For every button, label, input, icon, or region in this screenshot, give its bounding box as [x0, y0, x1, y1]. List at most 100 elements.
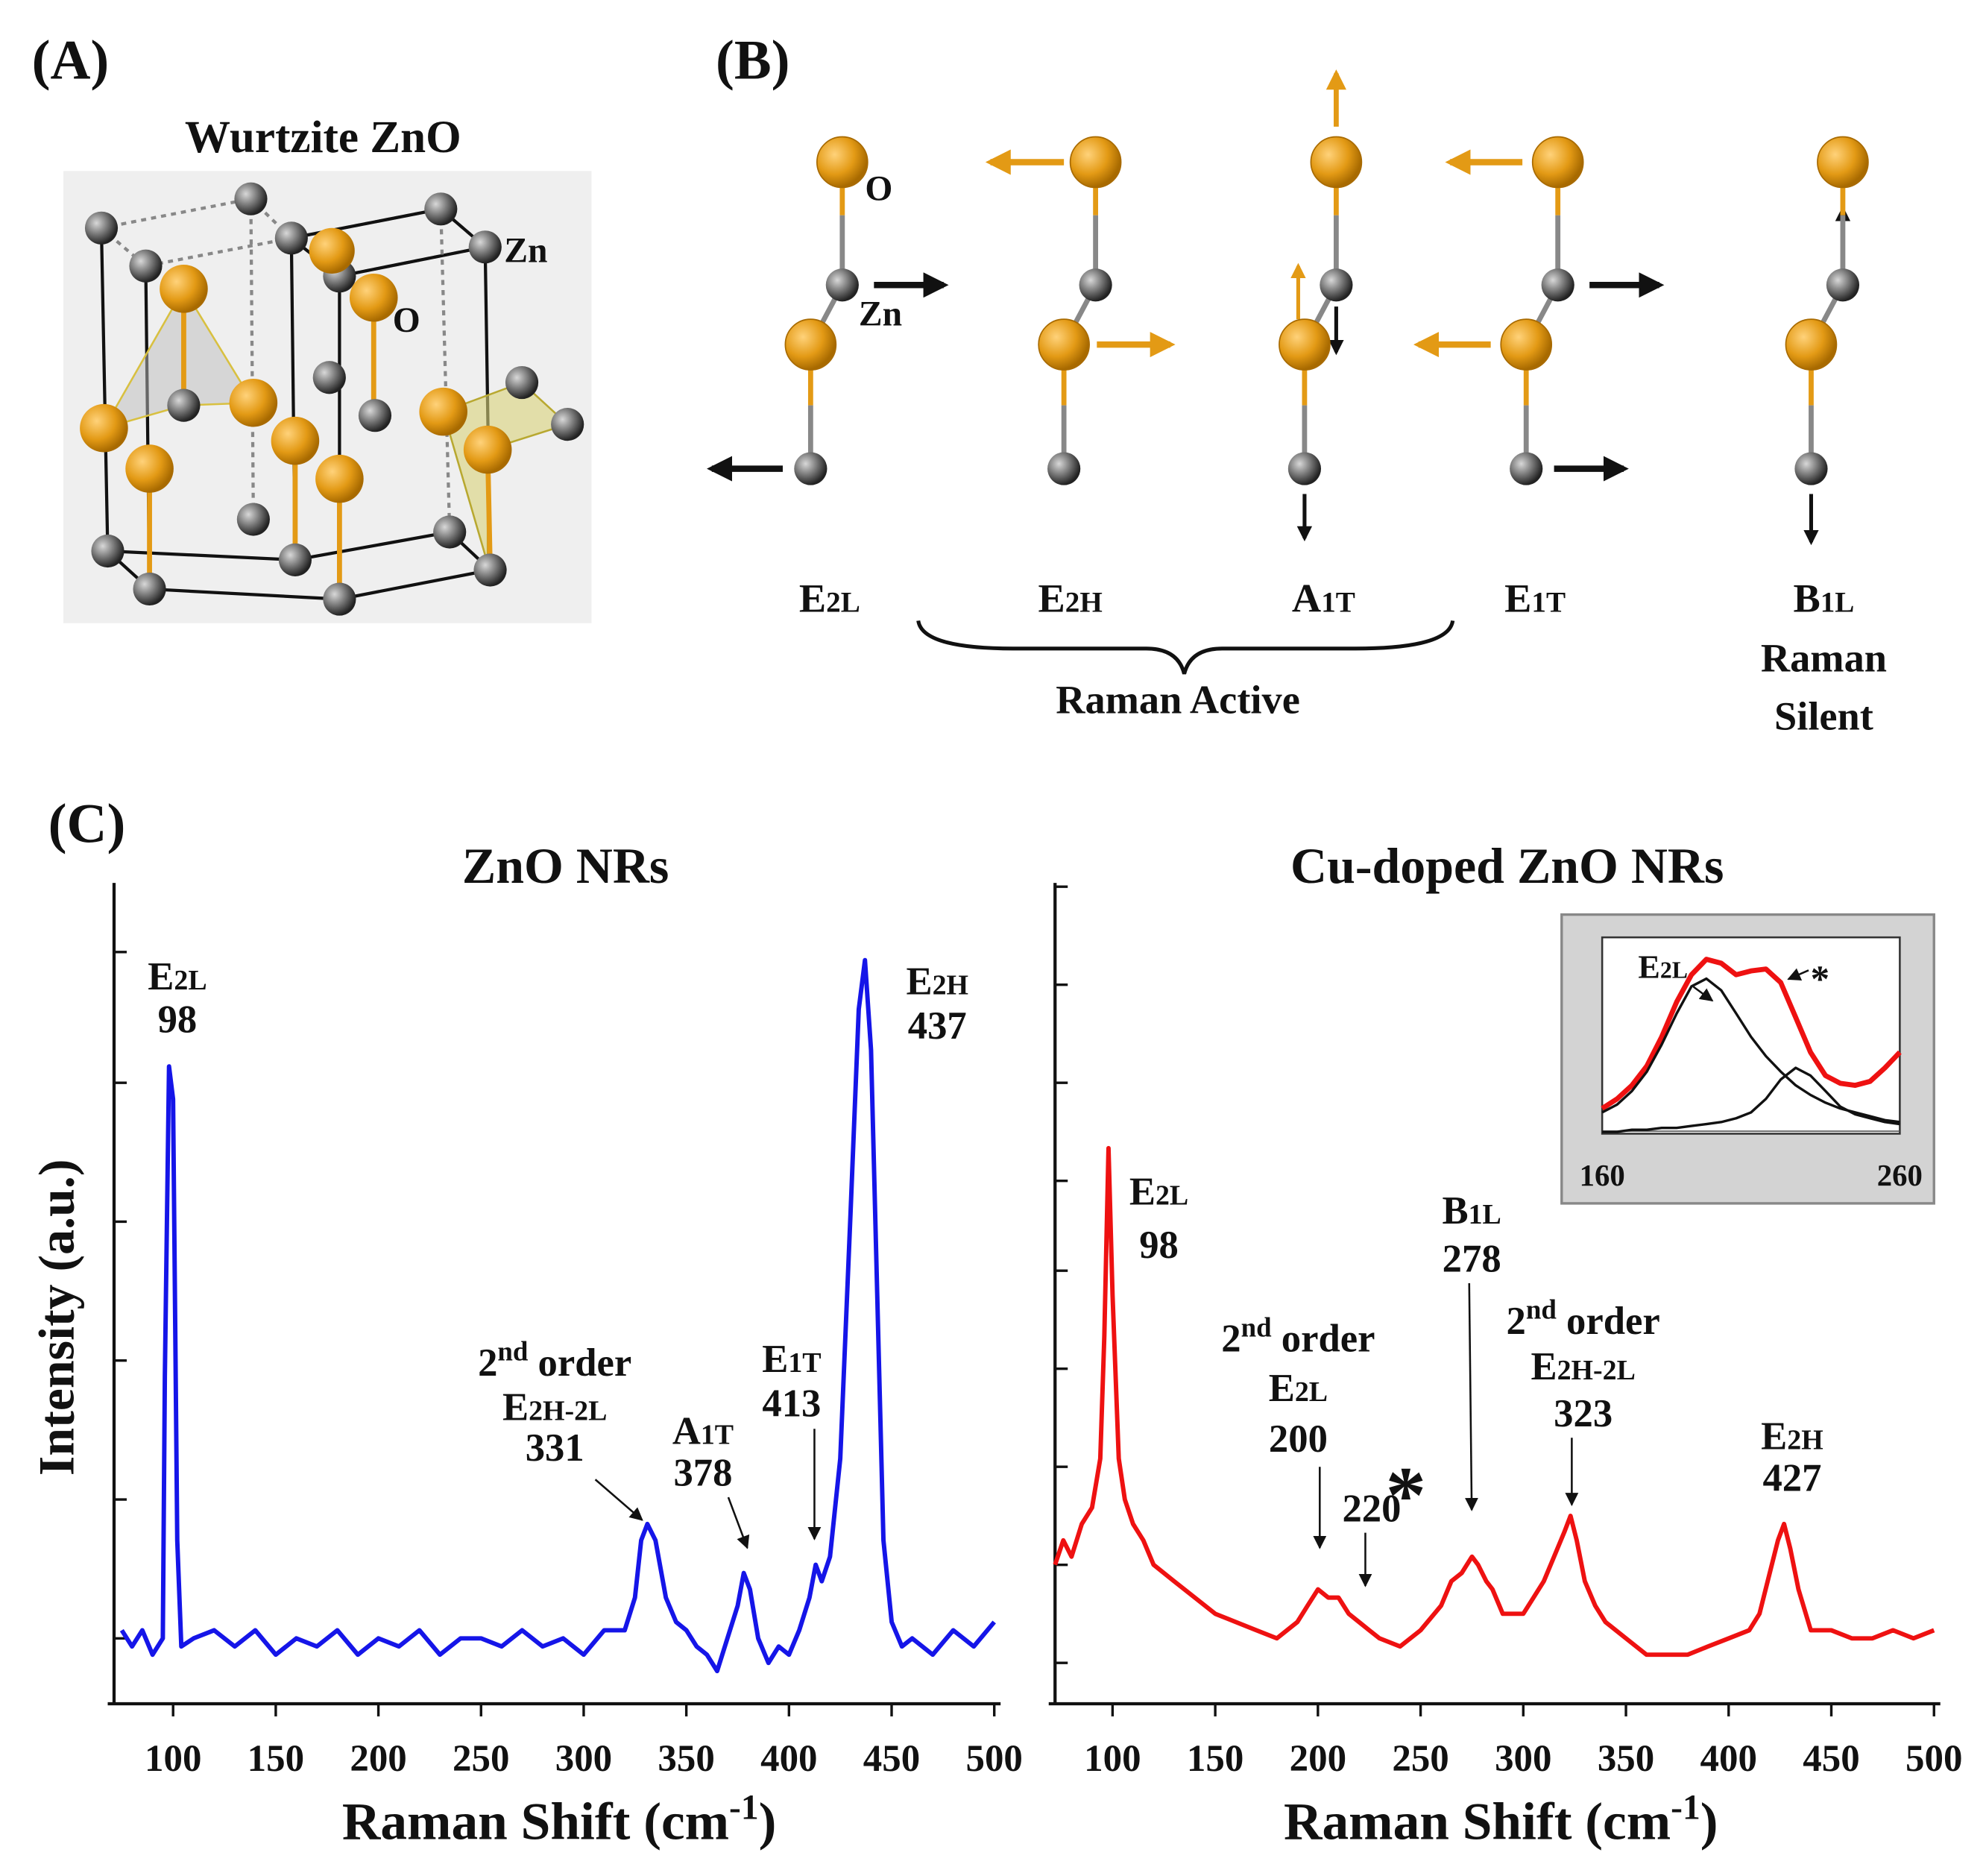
zinc-atom	[1079, 268, 1112, 302]
annotation-prefix: 2	[1221, 1318, 1241, 1361]
annotation-arrow	[594, 1479, 643, 1521]
mode-label: E2L	[148, 955, 207, 998]
mode-sub: 1L	[1469, 1199, 1501, 1230]
mode-sub: 1T	[788, 1347, 821, 1379]
mode-letter: B	[1793, 576, 1820, 621]
annotation-arrow	[1692, 986, 1714, 1002]
x-tick-label: 100	[1084, 1738, 1141, 1780]
oxygen-atom	[1817, 136, 1869, 189]
zinc-atom	[1826, 268, 1860, 302]
annotation-sup: nd	[1241, 1312, 1272, 1342]
annotation-word: order	[1272, 1318, 1375, 1361]
oxygen-atom	[1279, 318, 1331, 371]
annotation-value: 98	[1139, 1224, 1179, 1267]
x-tick-label: 250	[453, 1738, 509, 1780]
x-tick-label: 400	[760, 1738, 817, 1780]
atom-label: Zn	[504, 232, 547, 271]
mode-sub: 2L	[174, 965, 207, 996]
x-tick-label: 100	[145, 1738, 201, 1780]
x-tick-label: 350	[658, 1738, 714, 1780]
oxygen-atom	[1785, 318, 1838, 371]
x-tick-label: 200	[1290, 1738, 1346, 1780]
panel-label: (C)	[48, 793, 126, 855]
mode-label: E2L	[1638, 949, 1688, 986]
vibration-arrows	[707, 69, 1851, 546]
zinc-atom	[1047, 452, 1081, 485]
annotation-word: order	[528, 1341, 631, 1385]
annotation-arrow	[1787, 968, 1809, 981]
oxygen-atom	[816, 136, 869, 189]
mode-label: E1T	[1504, 576, 1566, 621]
x-label-sup: -1	[1671, 1789, 1700, 1828]
x-tick-label: 300	[555, 1738, 612, 1780]
x-tick-label: 350	[1598, 1738, 1654, 1780]
x-tick-label: 260	[1877, 1159, 1923, 1192]
panel-title: Wurtzite ZnO	[185, 113, 461, 163]
mode-sub: 2H-2L	[529, 1395, 607, 1426]
panel-label: (B)	[716, 29, 790, 91]
oxygen-atom	[1038, 318, 1090, 371]
annotation-value: 200	[1269, 1417, 1328, 1461]
y-axis-label: Intensity (a.u.)	[28, 1159, 85, 1476]
mode-label: E2L	[1269, 1367, 1328, 1410]
mode-label: E2H	[1038, 576, 1102, 621]
mode-label: A1T	[1292, 576, 1355, 621]
mode-sub: 2H-2L	[1557, 1355, 1636, 1386]
chart-title: ZnO NRs	[462, 837, 669, 894]
mode-letter: E	[1269, 1367, 1295, 1410]
annotation-arrow	[727, 1496, 750, 1549]
mode-sub: 2L	[1156, 1180, 1188, 1212]
zinc-atom	[1541, 268, 1574, 302]
annotation-prefix: 2	[1507, 1300, 1526, 1343]
annotation-value: 220	[1342, 1487, 1401, 1530]
mode-letter: E	[1531, 1345, 1557, 1388]
annotation-value: 427	[1762, 1457, 1821, 1500]
x-tick-label: 300	[1495, 1738, 1551, 1780]
mode-letter: E	[502, 1385, 529, 1429]
mode-sub: 2L	[826, 587, 860, 619]
x-tick-label: 200	[350, 1738, 406, 1780]
x-axis-label: Raman Shift (cm-1)	[1284, 1789, 1718, 1851]
crystal-structure	[98, 197, 570, 601]
mode-label: B1L	[1793, 576, 1854, 621]
x-label-text: Raman Shift (cm	[1284, 1792, 1671, 1851]
annotation-arrow	[1465, 1282, 1478, 1511]
zinc-atom	[1794, 452, 1828, 485]
oxygen-atom	[1069, 136, 1122, 189]
mode-sub: 1T	[701, 1420, 734, 1451]
mode-sub: 1L	[1820, 587, 1855, 619]
mode-sub: 1T	[1321, 587, 1355, 619]
annotation-value: 331	[526, 1426, 584, 1470]
annotation-prefix: 2	[478, 1341, 497, 1385]
mode-letter: A	[1292, 576, 1321, 621]
mode-sub: 2H	[1065, 587, 1103, 619]
zinc-atom	[1320, 268, 1353, 302]
zinc-atom	[825, 268, 859, 302]
annotation-value: 437	[908, 1004, 967, 1048]
x-tick-label: 400	[1700, 1738, 1757, 1780]
annotation-sup: nd	[497, 1336, 528, 1367]
annotation-value: 323	[1554, 1392, 1613, 1435]
annotation-sup: nd	[1526, 1294, 1557, 1325]
mode-label: E1T	[762, 1338, 821, 1381]
x-tick-label: 150	[1187, 1738, 1243, 1780]
annotation-star: *	[1811, 959, 1829, 1001]
panel-label: (A)	[32, 29, 110, 91]
mode-sub: 2H	[1787, 1424, 1823, 1455]
x-tick-label: 450	[1803, 1738, 1859, 1780]
mode-letter: E	[906, 960, 932, 1004]
spectrum-line	[1053, 1145, 1935, 1658]
x-tick-label: 450	[863, 1738, 920, 1780]
mode-label: B1L	[1442, 1189, 1501, 1233]
mode-letter: B	[1442, 1189, 1468, 1233]
mode-sub: 2L	[1295, 1376, 1328, 1408]
group-label: Raman	[1761, 635, 1887, 680]
mode-letter: A	[672, 1410, 701, 1453]
spectrum-line	[1602, 1066, 1900, 1133]
annotation-value: 378	[673, 1452, 732, 1495]
group-label: Raman Active	[1056, 677, 1300, 722]
mode-letter: E	[1761, 1414, 1787, 1458]
atom-label: Zn	[859, 295, 902, 334]
